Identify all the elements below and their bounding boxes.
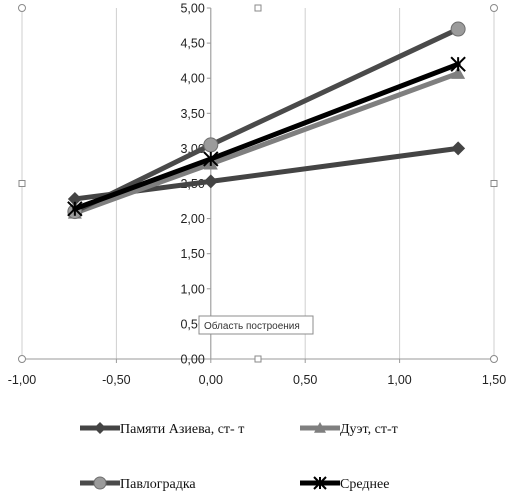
diamond-marker: [94, 422, 106, 434]
legend-item: Дуэт, ст-т: [300, 422, 398, 437]
plot-area-tooltip: Область построения: [198, 315, 314, 335]
y-tick-label: 4,50: [180, 37, 204, 51]
diamond-marker: [67, 191, 82, 206]
circle-marker: [203, 137, 219, 153]
y-tick-label: 5,00: [180, 2, 204, 16]
diamond-marker: [451, 141, 466, 156]
series-line: [72, 26, 461, 215]
star-marker: [203, 151, 219, 167]
y-tick-label: 1,00: [180, 282, 204, 296]
x-tick-label: -1,00: [8, 373, 37, 387]
series-line: [72, 70, 461, 216]
triangle-marker: [451, 66, 466, 79]
x-tick-label: 0,50: [293, 373, 317, 387]
resize-handle[interactable]: [254, 355, 262, 363]
circle-marker: [93, 476, 107, 490]
legend: Памяти Азиева, ст- т Дуэт, ст-т Павлоградк…: [80, 422, 398, 492]
resize-handle[interactable]: [254, 4, 262, 12]
resize-handle[interactable]: [18, 4, 26, 12]
series-group: [67, 21, 466, 220]
legend-label: Среднее: [340, 477, 389, 492]
star-marker: [450, 56, 466, 72]
y-tick-label: 1,50: [180, 247, 204, 261]
axes: [21, 7, 495, 363]
series-4: [67, 56, 466, 217]
y-tick-label: 2,00: [180, 212, 204, 226]
tooltip-text: Область построения: [204, 320, 300, 332]
triangle-marker: [314, 422, 326, 433]
diamond-marker: [203, 174, 218, 189]
gridlines: [21, 8, 495, 359]
tick-labels: 0,000,501,001,502,002,503,003,504,004,50…: [8, 2, 506, 388]
resize-handle[interactable]: [490, 180, 498, 187]
y-tick-label: 3,50: [180, 107, 204, 121]
star-marker: [313, 476, 327, 490]
legend-item: Среднее: [300, 476, 389, 492]
x-tick-label: 1,50: [482, 373, 506, 387]
legend-label: Памяти Азиева, ст- т: [120, 422, 244, 437]
y-tick-label: 0,00: [180, 353, 204, 367]
star-marker: [67, 201, 83, 217]
y-tick-label: 4,00: [180, 72, 204, 86]
circle-marker: [450, 21, 466, 37]
plot-area-handles[interactable]: [18, 4, 498, 363]
series-2: [67, 66, 466, 219]
legend-label: Дуэт, ст-т: [340, 422, 398, 437]
resize-handle[interactable]: [490, 4, 498, 12]
tooltip-box: [198, 315, 314, 335]
resize-handle[interactable]: [18, 355, 26, 363]
x-tick-label: 1,00: [387, 373, 411, 387]
legend-item: Памяти Азиева, ст- т: [80, 422, 244, 437]
legend-label: Павлоградка: [120, 477, 196, 492]
series-line: [72, 61, 461, 212]
x-tick-label: 0,00: [199, 373, 223, 387]
x-tick-label: -0,50: [102, 373, 131, 387]
resize-handle[interactable]: [490, 355, 498, 363]
resize-handle[interactable]: [18, 180, 26, 187]
legend-item: Павлоградка: [80, 476, 196, 492]
